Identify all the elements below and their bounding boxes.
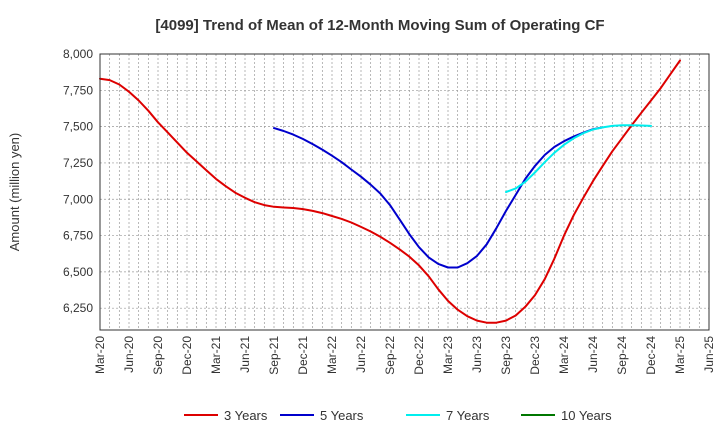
legend: 3 Years 5 Years 7 Years 10 Years bbox=[184, 408, 612, 423]
x-tick-label: Jun-25 bbox=[702, 336, 716, 373]
series-line-3-years bbox=[99, 59, 681, 324]
legend-label: 5 Years bbox=[320, 408, 364, 423]
chart-title: [4099] Trend of Mean of 12-Month Moving … bbox=[155, 17, 604, 34]
legend-label: 3 Years bbox=[224, 408, 268, 423]
x-tick-label: Mar-22 bbox=[325, 336, 339, 374]
y-tick-label: 6,250 bbox=[63, 301, 93, 315]
x-tick-label: Mar-24 bbox=[557, 336, 571, 374]
series-lines bbox=[99, 59, 681, 324]
y-tick-label: 6,750 bbox=[63, 229, 93, 243]
x-tick-label: Sep-20 bbox=[151, 336, 165, 375]
y-tick-label: 7,250 bbox=[63, 156, 93, 170]
x-tick-label: Sep-21 bbox=[267, 336, 281, 375]
x-tick-label: Mar-23 bbox=[441, 336, 455, 374]
legend-label: 7 Years bbox=[446, 408, 490, 423]
x-tick-label: Dec-23 bbox=[528, 336, 542, 375]
x-tick-label: Dec-20 bbox=[180, 336, 194, 375]
series-line-5-years bbox=[273, 126, 604, 269]
series-line-7-years bbox=[505, 124, 652, 193]
x-tick-label: Dec-24 bbox=[644, 336, 658, 375]
x-tick-label: Sep-23 bbox=[499, 336, 513, 375]
plot-frame bbox=[99, 53, 710, 331]
x-tick-label: Jun-24 bbox=[586, 336, 600, 373]
x-tick-label: Mar-25 bbox=[673, 336, 687, 374]
y-axis-ticks: 8,000 7,750 7,500 7,250 7,000 6,750 6,500 6,250 bbox=[63, 47, 93, 315]
y-tick-label: 7,750 bbox=[63, 83, 93, 97]
y-tick-label: 8,000 bbox=[63, 47, 93, 61]
y-tick-label: 7,500 bbox=[63, 120, 93, 134]
grid bbox=[99, 53, 710, 330]
x-axis-ticks: Mar-20 Jun-20 Sep-20 Dec-20 Mar-21 Jun-21 Sep-… bbox=[93, 336, 716, 375]
x-tick-label: Dec-21 bbox=[296, 336, 310, 375]
x-tick-label: Mar-20 bbox=[93, 336, 107, 374]
y-axis-label: Amount (million yen) bbox=[7, 133, 22, 252]
x-tick-label: Sep-24 bbox=[615, 336, 629, 375]
plot-area bbox=[100, 54, 709, 330]
y-tick-label: 6,500 bbox=[63, 265, 93, 279]
x-tick-label: Mar-21 bbox=[209, 336, 223, 374]
x-tick-label: Jun-23 bbox=[470, 336, 484, 373]
y-tick-label: 7,000 bbox=[63, 192, 93, 206]
x-tick-label: Jun-21 bbox=[238, 336, 252, 373]
x-tick-label: Sep-22 bbox=[383, 336, 397, 375]
x-tick-label: Jun-22 bbox=[354, 336, 368, 373]
x-tick-label: Jun-20 bbox=[122, 336, 136, 373]
x-tick-label: Dec-22 bbox=[412, 336, 426, 375]
legend-label: 10 Years bbox=[561, 408, 612, 423]
